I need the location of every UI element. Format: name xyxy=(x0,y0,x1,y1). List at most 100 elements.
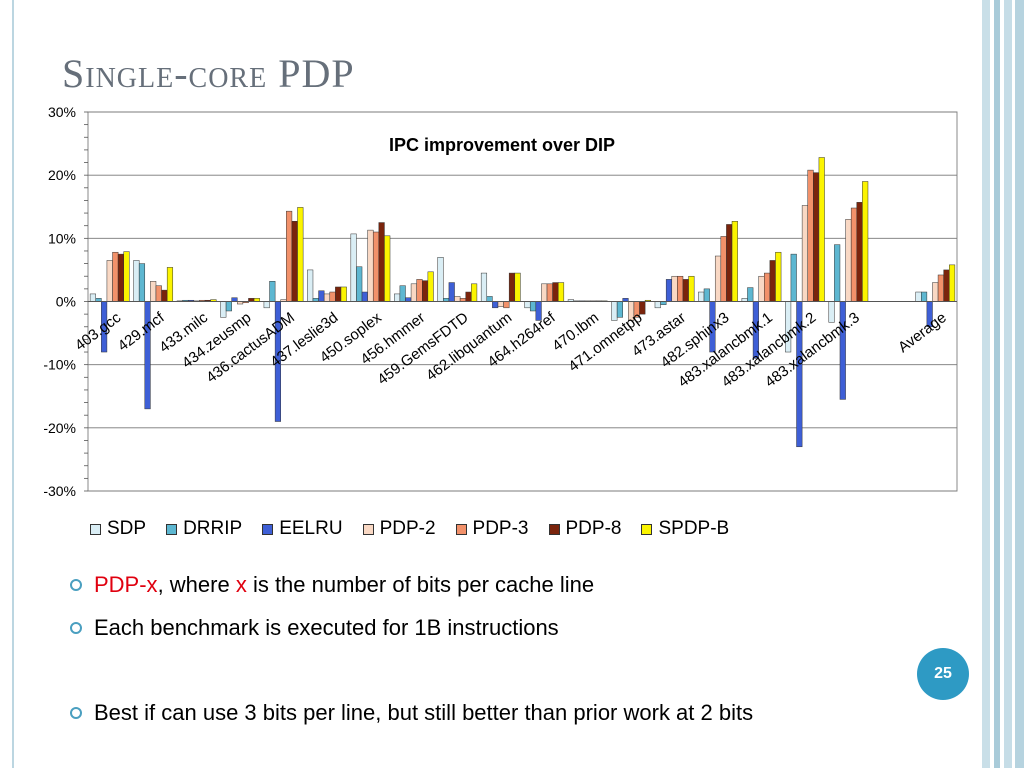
bar-pdp-8 xyxy=(508,272,516,302)
bar-eelru xyxy=(492,301,499,309)
y-tick-label: 0% xyxy=(56,294,76,310)
bar-pdp-3 xyxy=(372,231,380,302)
bar-spdp-b xyxy=(862,181,869,302)
bullet-text: is the number of bits per cache line xyxy=(246,572,595,597)
bullet-item: Best if can use 3 bits per line, but sti… xyxy=(70,700,753,726)
bar-pdp-3 xyxy=(850,207,858,302)
bar-pdp-8 xyxy=(378,222,385,302)
bar-spdp-b xyxy=(818,157,825,302)
slide-title: Single-core PDP xyxy=(62,51,355,96)
bar-spdp-b xyxy=(471,283,478,302)
bar-pdp-2 xyxy=(714,255,722,302)
bullet-circle-icon xyxy=(70,707,82,719)
left-accent-line xyxy=(12,0,14,768)
legend-item: SDP xyxy=(90,518,146,540)
bar-eelru xyxy=(405,297,412,302)
bullet-text: Each benchmark is executed for 1B instru… xyxy=(94,615,559,640)
bar-pdp-2 xyxy=(367,229,374,302)
bullet-text: , where xyxy=(157,572,236,597)
bullet-text: PDP-x xyxy=(94,572,158,597)
legend-swatch xyxy=(166,523,178,535)
legend-item: EELRU xyxy=(262,518,343,540)
right-decorative-stripes xyxy=(974,0,1024,768)
bar-pdp-8 xyxy=(422,280,429,302)
bar-pdp-8 xyxy=(943,269,950,302)
bar-pdp-2 xyxy=(106,260,113,302)
bar-drrip xyxy=(269,281,276,302)
bar-pdp-8 xyxy=(639,301,646,315)
bar-spdp-b xyxy=(775,251,782,302)
bar-eelru xyxy=(318,290,325,302)
bar-pdp-8 xyxy=(856,202,863,302)
bar-pdp-8 xyxy=(161,289,168,302)
bullet-text: x xyxy=(235,572,247,597)
legend-label: PDP-2 xyxy=(379,518,436,539)
bar-sdp xyxy=(263,301,270,309)
bullet-text: Best if can use 3 bits per line, but sti… xyxy=(94,700,754,725)
bar-pdp-2 xyxy=(671,275,678,302)
bar-pdp-2 xyxy=(410,283,417,302)
bar-pdp-3 xyxy=(720,236,727,302)
bar-pdp-3 xyxy=(677,275,684,302)
bar-pdp-2 xyxy=(454,296,461,302)
bullet-item: Each benchmark is executed for 1B instru… xyxy=(70,615,559,641)
bar-pdp-3 xyxy=(546,283,553,302)
bar-sdp xyxy=(524,301,531,309)
bar-spdp-b xyxy=(949,264,956,302)
bar-spdp-b xyxy=(340,286,347,302)
bar-spdp-b xyxy=(123,251,130,302)
bar-pdp-3 xyxy=(112,251,119,302)
bar-drrip xyxy=(529,301,537,312)
bar-pdp-2 xyxy=(758,275,765,302)
bar-eelru xyxy=(665,279,673,302)
bar-drrip xyxy=(834,244,841,302)
legend-label: EELRU xyxy=(279,518,343,539)
bar-pdp-2 xyxy=(323,293,331,302)
bar-spdp-b xyxy=(514,272,521,302)
bar-drrip xyxy=(747,287,754,302)
bar-eelru xyxy=(361,291,368,302)
bar-pdp-8 xyxy=(813,172,820,302)
legend-item: PDP-3 xyxy=(455,518,529,540)
bar-sdp xyxy=(698,291,705,302)
bar-sdp xyxy=(437,257,444,302)
legend-item: PDP-8 xyxy=(548,518,622,540)
bar-pdp-2 xyxy=(497,301,504,307)
legend-label: DRRIP xyxy=(183,518,243,539)
bar-pdp-2 xyxy=(801,205,808,302)
legend-item: SPDP-B xyxy=(641,518,729,540)
legend-swatch xyxy=(262,523,274,535)
y-tick-label: -30% xyxy=(43,483,76,499)
bar-pdp-3 xyxy=(764,272,771,302)
bar-pdp-8 xyxy=(335,286,342,302)
bar-spdp-b xyxy=(731,221,738,302)
legend-item: PDP-2 xyxy=(362,518,436,540)
legend-swatch xyxy=(641,523,653,535)
bar-pdp-8 xyxy=(726,224,733,302)
bullet-item: PDP-x, where x is the number of bits per… xyxy=(70,572,594,598)
bar-sdp xyxy=(915,291,922,302)
bullet-circle-icon xyxy=(70,579,82,591)
legend-label: PDP-8 xyxy=(565,518,622,539)
legend-swatch xyxy=(455,523,467,535)
bar-pdp-2 xyxy=(541,283,548,302)
bar-sdp xyxy=(654,301,661,309)
chart-legend: SDP DRRIP EELRU PDP-2 PDP-3 PDP-8 SPDP-B xyxy=(90,515,749,543)
bar-drrip xyxy=(703,288,710,302)
bar-drrip xyxy=(225,301,232,312)
bar-drrip xyxy=(399,285,406,302)
bar-sdp xyxy=(220,301,227,318)
bar-pdp-2 xyxy=(932,282,939,302)
bar-drrip xyxy=(486,296,493,302)
bar-pdp-2 xyxy=(845,219,852,302)
bullet-circle-icon xyxy=(70,622,82,634)
bar-spdp-b xyxy=(297,207,304,302)
bar-spdp-b xyxy=(557,282,565,302)
bar-pdp-3 xyxy=(416,279,423,302)
bar-eelru xyxy=(448,282,455,302)
y-tick-label: -20% xyxy=(43,420,76,436)
legend-label: SDP xyxy=(107,518,147,539)
bar-sdp xyxy=(480,272,488,302)
bar-sdp xyxy=(394,293,401,302)
bar-pdp-8 xyxy=(291,221,298,302)
